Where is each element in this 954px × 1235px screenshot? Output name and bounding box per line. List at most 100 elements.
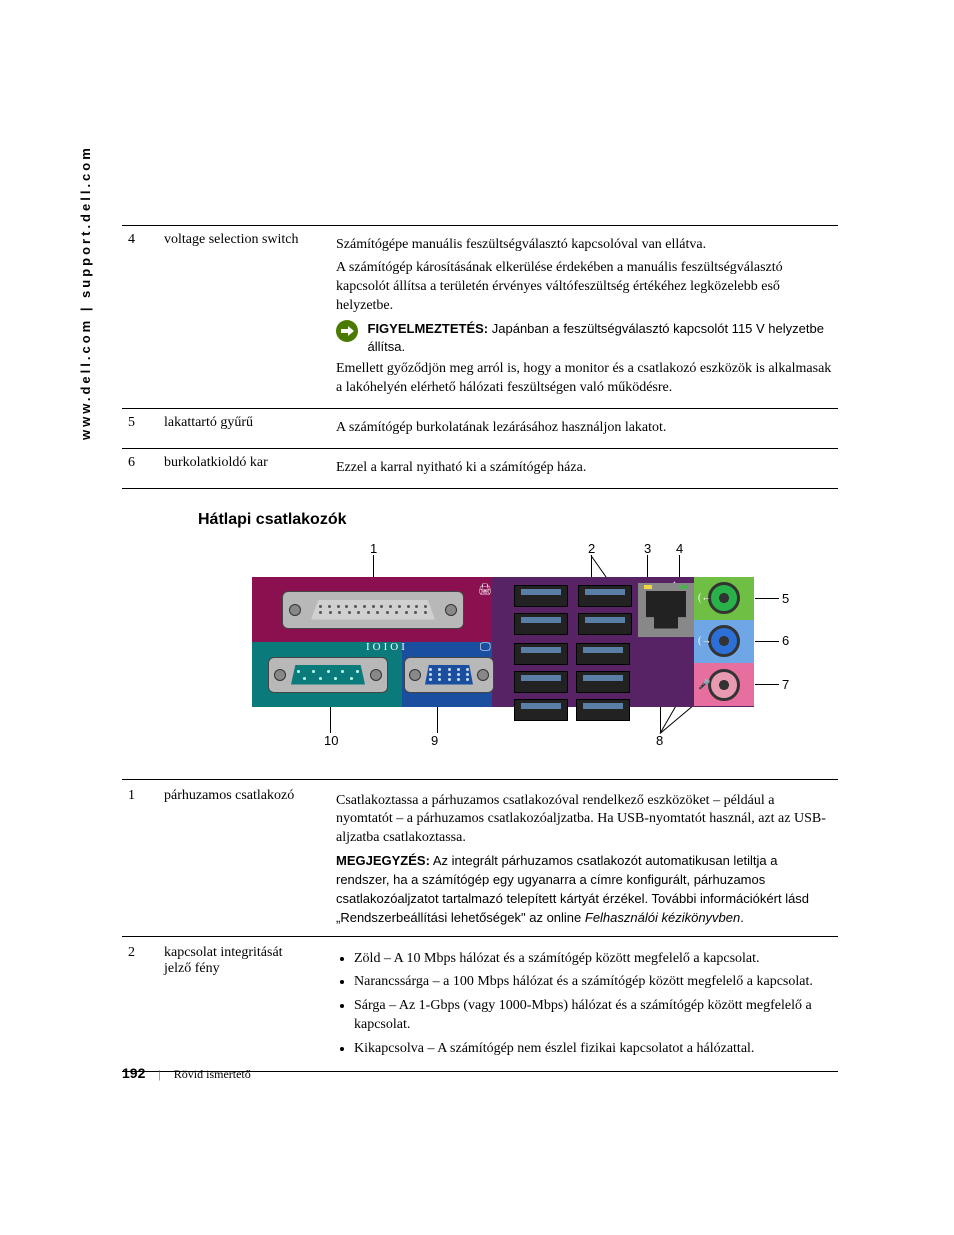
note-tail: . bbox=[740, 910, 744, 925]
callout-line bbox=[755, 641, 779, 642]
row-desc: A számítógép burkolatának lezárásához ha… bbox=[330, 408, 838, 448]
printer-icon: 🖨 bbox=[478, 583, 492, 596]
callout-5: 5 bbox=[782, 591, 789, 606]
audio-jack bbox=[708, 582, 740, 614]
callout-2: 2 bbox=[588, 541, 595, 556]
usb-port bbox=[576, 671, 630, 693]
list-item: Sárga – Az 1-Gbps (vagy 1000-Mbps) hálóz… bbox=[354, 996, 832, 1035]
side-url-label: www.dell.com | support.dell.com bbox=[78, 145, 93, 440]
callout-9: 9 bbox=[431, 733, 438, 748]
row-desc: Zöld – A 10 Mbps hálózat és a számítógép… bbox=[330, 936, 838, 1071]
callout-1: 1 bbox=[370, 541, 377, 556]
desc-para: Csatlakoztassa a párhuzamos csatlakozóva… bbox=[336, 792, 832, 849]
link-led bbox=[644, 585, 652, 589]
usb-port bbox=[514, 699, 568, 721]
usb-port bbox=[578, 585, 632, 607]
usb-port bbox=[576, 699, 630, 721]
network-zone bbox=[638, 583, 694, 637]
usb-port bbox=[514, 643, 568, 665]
io-panel: 🖨 IOIOI 🖵 ⇆ bbox=[252, 577, 754, 707]
callout-line bbox=[755, 684, 779, 685]
content-area: 4 voltage selection switch Számítógépe m… bbox=[122, 225, 838, 1072]
name-line2: jelző fény bbox=[164, 961, 220, 976]
footer-separator: | bbox=[148, 1067, 170, 1081]
desc-para: Emellett győződjön meg arról is, hogy a … bbox=[336, 360, 832, 398]
table-row: 5 lakattartó gyűrű A számítógép burkolat… bbox=[122, 408, 838, 448]
monitor-icon: 🖵 bbox=[480, 641, 491, 654]
name-line1: kapcsolat integritását bbox=[164, 945, 283, 960]
usb-port bbox=[514, 613, 568, 635]
usb-port bbox=[514, 585, 568, 607]
list-item: Narancssárga – a 100 Mbps hálózat és a s… bbox=[354, 972, 832, 992]
desc-para: Ezzel a karral nyitható ki a számítógép … bbox=[336, 459, 832, 478]
row-num: 6 bbox=[122, 448, 158, 488]
row-desc: Számítógépe manuális feszültségválasztó … bbox=[330, 226, 838, 409]
callout-line bbox=[330, 707, 331, 733]
page-footer: 192 | Rövid ismertető bbox=[122, 1065, 251, 1082]
callout-7: 7 bbox=[782, 677, 789, 692]
audio-column: (← (→ 🎤 bbox=[694, 577, 754, 707]
back-panel-diagram: 1 2 3 4 5 6 7 8 9 10 bbox=[252, 541, 812, 761]
usb-port bbox=[578, 613, 632, 635]
lineout-icon: (← bbox=[698, 593, 711, 604]
callout-line bbox=[437, 707, 438, 733]
vga-port bbox=[404, 657, 494, 693]
footer-title: Rövid ismertető bbox=[174, 1067, 251, 1081]
row-desc: Ezzel a karral nyitható ki a számítógép … bbox=[330, 448, 838, 488]
activity-led bbox=[680, 585, 688, 589]
table-row: 2 kapcsolat integritását jelző fény Zöld… bbox=[122, 936, 838, 1071]
page: www.dell.com | support.dell.com 4 voltag… bbox=[0, 0, 954, 1235]
note-block: MEGJEGYZÉS: Az integrált párhuzamos csat… bbox=[336, 852, 832, 927]
row-num: 1 bbox=[122, 779, 158, 936]
audio-jack bbox=[708, 625, 740, 657]
row-name: burkolatkioldó kar bbox=[158, 448, 330, 488]
bottom-table: 1 párhuzamos csatlakozó Csatlakoztassa a… bbox=[122, 779, 838, 1072]
row-name: voltage selection switch bbox=[158, 226, 330, 409]
list-item: Zöld – A 10 Mbps hálózat és a számítógép… bbox=[354, 949, 832, 969]
audio-mic: 🎤 bbox=[694, 663, 754, 706]
serial-port bbox=[268, 657, 388, 693]
audio-jack bbox=[708, 669, 740, 701]
parallel-port bbox=[282, 591, 464, 629]
row-name: lakattartó gyűrű bbox=[158, 408, 330, 448]
table-row: 1 párhuzamos csatlakozó Csatlakoztassa a… bbox=[122, 779, 838, 936]
table-row: 4 voltage selection switch Számítógépe m… bbox=[122, 226, 838, 409]
callout-line bbox=[755, 598, 779, 599]
row-num: 2 bbox=[122, 936, 158, 1071]
usb-group-top bbox=[514, 585, 634, 635]
audio-linein: (→ bbox=[694, 620, 754, 663]
linein-icon: (→ bbox=[698, 636, 711, 647]
table-row: 6 burkolatkioldó kar Ezzel a karral nyit… bbox=[122, 448, 838, 488]
callout-3: 3 bbox=[644, 541, 651, 556]
notice-icon bbox=[336, 320, 358, 342]
note-em: Felhasználói kézikönyvben bbox=[585, 910, 740, 925]
desc-para: Számítógépe manuális feszültségválasztó … bbox=[336, 236, 832, 255]
audio-lineout: (← bbox=[694, 577, 754, 620]
row-name: kapcsolat integritását jelző fény bbox=[158, 936, 330, 1071]
row-num: 5 bbox=[122, 408, 158, 448]
callout-10: 10 bbox=[324, 733, 338, 748]
note-label: MEGJEGYZÉS: bbox=[336, 853, 430, 868]
row-desc: Csatlakoztassa a párhuzamos csatlakozóva… bbox=[330, 779, 838, 936]
bullet-list: Zöld – A 10 Mbps hálózat és a számítógép… bbox=[336, 949, 832, 1059]
section-title: Hátlapi csatlakozók bbox=[198, 511, 838, 529]
mic-icon: 🎤 bbox=[698, 679, 710, 690]
usb-group-bottom bbox=[514, 643, 684, 693]
serial-icon: IOIOI bbox=[366, 641, 408, 653]
page-number: 192 bbox=[122, 1065, 145, 1081]
usb-port bbox=[514, 671, 568, 693]
top-table: 4 voltage selection switch Számítógépe m… bbox=[122, 225, 838, 489]
desc-para: A számítógép burkolatának lezárásához ha… bbox=[336, 419, 832, 438]
row-name: párhuzamos csatlakozó bbox=[158, 779, 330, 936]
notice-row: FIGYELMEZTETÉS: Japánban a feszültségvál… bbox=[336, 320, 832, 356]
rj45-port bbox=[646, 591, 686, 629]
list-item: Kikapcsolva – A számítógép nem észlel fi… bbox=[354, 1039, 832, 1059]
usb-port bbox=[576, 643, 630, 665]
notice-text: FIGYELMEZTETÉS: Japánban a feszültségvál… bbox=[368, 320, 830, 356]
callout-8: 8 bbox=[656, 733, 663, 748]
callout-4: 4 bbox=[676, 541, 683, 556]
callout-6: 6 bbox=[782, 633, 789, 648]
desc-para: A számítógép károsításának elkerülése ér… bbox=[336, 259, 832, 316]
notice-label: FIGYELMEZTETÉS: bbox=[368, 321, 489, 336]
row-num: 4 bbox=[122, 226, 158, 409]
